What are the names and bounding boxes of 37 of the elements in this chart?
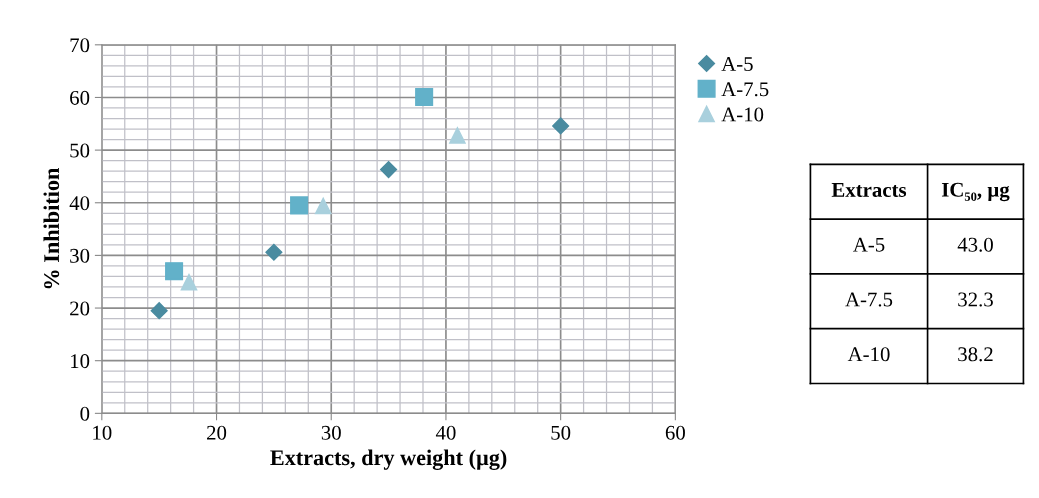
text: Extracts [831, 183, 907, 197]
x-tick-label: 30 [321, 425, 341, 440]
point [290, 196, 309, 215]
text: A-10 [847, 347, 890, 362]
x-tick-label: 40 [435, 425, 456, 440]
x-tick-label: 10 [93, 425, 112, 440]
point [415, 87, 434, 106]
legend-label: A-10 [721, 107, 764, 122]
x-axis-title: Extracts, dry weight (µg) [270, 449, 507, 470]
y-tick-label: 0 [80, 406, 90, 421]
y-tick-label: 50 [70, 143, 90, 158]
point [314, 197, 332, 215]
point [265, 243, 283, 261]
text: 43.0 [957, 237, 993, 252]
point [150, 302, 168, 320]
point [380, 161, 398, 179]
x-tick-label: 20 [207, 425, 227, 440]
legend-label: A-5 [721, 57, 753, 71]
text: 38.2 [958, 347, 993, 362]
point [552, 117, 570, 135]
y-tick-label: 70 [70, 38, 90, 53]
y-axis-title: % Inhibition [43, 167, 60, 289]
point [180, 273, 198, 291]
y-tick-label: 30 [70, 248, 90, 263]
legend-label: A-7.5 [721, 82, 769, 97]
text: IC₅₀, µg [941, 182, 1010, 202]
point [165, 262, 184, 281]
y-tick-label: 10 [71, 354, 90, 369]
y-tick-label: 20 [70, 301, 90, 316]
text: 32.3 [958, 292, 993, 307]
point [449, 127, 466, 144]
text: A-5 [853, 237, 885, 252]
text: A-7.5 [845, 292, 893, 307]
y-tick-label: 60 [70, 90, 90, 105]
x-tick-label: 50 [551, 425, 571, 440]
y-tick-label: 40 [69, 196, 90, 211]
x-tick-label: 60 [665, 425, 685, 440]
